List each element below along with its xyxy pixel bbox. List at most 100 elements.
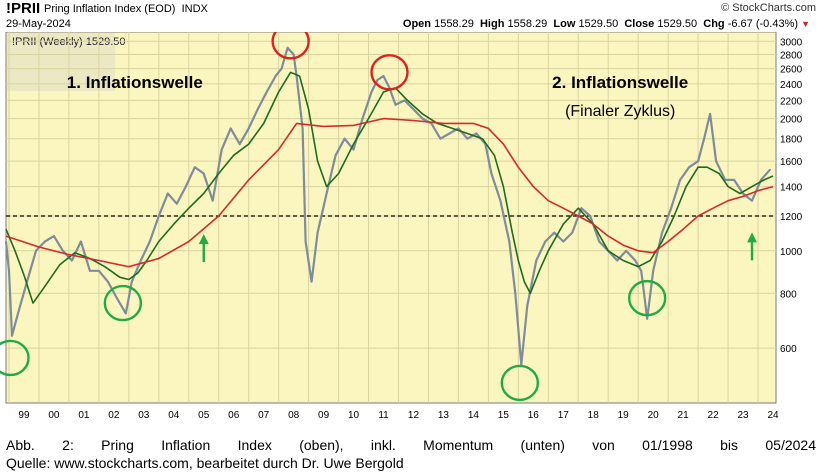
series-0-point: [742, 192, 744, 195]
series-0-point: [139, 259, 142, 262]
chg-value: -6.67 (-0.43%): [727, 18, 799, 30]
x-tick-label: 99: [18, 410, 30, 421]
y-tick-label: 2600: [780, 65, 803, 76]
y-tick-label: 2200: [780, 96, 803, 107]
series-0-point: [403, 99, 406, 102]
series-0-point: [640, 269, 643, 272]
series-0-point: [634, 259, 637, 262]
series-0-point: [280, 67, 283, 70]
series-0-point: [88, 269, 91, 272]
caption-line-2: Quelle: www.stockcharts.com, bearbeitet …: [6, 455, 404, 471]
x-tick-label: 11: [378, 410, 389, 421]
series-0-point: [394, 103, 397, 106]
highlight-circle: [370, 54, 409, 91]
y-tick-label: 1200: [780, 212, 803, 223]
series-0-point: [490, 172, 493, 175]
series-0-point: [361, 117, 364, 120]
y-tick-label: 2000: [780, 115, 803, 126]
series-0-point: [44, 240, 46, 243]
high-label: High: [479, 18, 505, 30]
highlight-circle: [500, 364, 540, 402]
series-0-point: [343, 137, 346, 140]
series-0-point: [769, 168, 771, 171]
x-tick-label: 20: [648, 410, 660, 421]
x-tick-label: 23: [737, 410, 749, 421]
high-value: 1558.29: [507, 18, 548, 30]
series-0-point: [35, 249, 37, 252]
series-0-point: [661, 231, 664, 234]
series-0-point: [421, 117, 424, 120]
chart-header: !PRII Pring Inflation Index (EOD) INDX 2…: [0, 0, 822, 32]
series-0-point: [571, 231, 574, 234]
series-0-point: [652, 269, 655, 272]
index-name: Pring Inflation Index (EOD): [44, 3, 176, 15]
close-value: 1529.50: [657, 18, 698, 30]
series-0-point: [80, 240, 82, 243]
series-0-point: [352, 148, 355, 151]
annotation-text: (Finaler Zyklus): [565, 103, 675, 120]
series-0-point: [751, 199, 753, 202]
header-name-line: Pring Inflation Index (EOD) INDX: [44, 3, 208, 15]
series-0-point: [508, 240, 511, 243]
series-line-2: [5, 117, 774, 268]
series-0-point: [8, 269, 10, 272]
price-chart: !PRII (Weekly) 1529.50600800100012001400…: [0, 32, 803, 421]
series-0-point: [439, 137, 442, 140]
series-0-point: [562, 240, 565, 243]
open-value: 1558.29: [434, 18, 474, 30]
x-tick-label: 19: [618, 410, 630, 421]
series-0-point: [304, 240, 307, 243]
series-0-point: [697, 160, 700, 163]
highlight-circle: [627, 279, 667, 317]
down-triangle-icon: ▼: [801, 19, 810, 29]
series-0-point: [274, 75, 277, 77]
series-0-point: [265, 91, 268, 93]
series-0-point: [535, 259, 538, 262]
series-0-point: [292, 53, 295, 56]
x-tick-label: 01: [78, 410, 90, 421]
highlight-circle: [0, 339, 30, 377]
arrow-head: [198, 234, 209, 245]
x-tick-label: 02: [108, 410, 120, 421]
x-tick-label: 07: [258, 410, 270, 421]
x-tick-label: 03: [138, 410, 150, 421]
x-tick-label: 17: [558, 410, 570, 421]
series-0-point: [598, 240, 601, 243]
series-0-point: [238, 143, 241, 145]
annotation-text: 2. Inflationswelle: [552, 73, 688, 92]
highlight-circle: [103, 284, 143, 322]
x-tick-label: 15: [498, 410, 510, 421]
series-0-point: [17, 312, 19, 315]
low-label: Low: [553, 18, 576, 30]
series-0-point: [703, 137, 705, 140]
series-0-point: [229, 127, 232, 130]
x-tick-label: 22: [708, 410, 720, 421]
brand-watermark: © StockCharts.com: [721, 2, 816, 14]
series-0-point: [760, 179, 762, 181]
series-0-point: [499, 199, 502, 202]
series-0-point: [334, 154, 337, 157]
series-0-point: [130, 280, 133, 283]
x-tick-label: 13: [438, 410, 450, 421]
series-0-point: [175, 202, 178, 205]
y-tick-label: 1800: [780, 135, 803, 146]
series-0-point: [53, 235, 55, 237]
x-tick-label: 10: [348, 410, 360, 421]
series-0-point: [211, 199, 214, 202]
x-tick-label: 14: [468, 410, 480, 421]
x-tick-label: 00: [48, 410, 60, 421]
x-tick-label: 21: [678, 410, 690, 421]
series-0-point: [580, 207, 583, 210]
series-0-point: [148, 240, 151, 243]
series-0-point: [514, 292, 517, 295]
series-0-point: [62, 249, 64, 252]
y-tick-label: 2400: [780, 80, 803, 91]
x-tick-label: 06: [228, 410, 240, 421]
series-0-point: [97, 269, 100, 272]
y-tick-label: 1000: [780, 247, 803, 258]
chart-date: 29-May-2024: [6, 18, 71, 30]
x-tick-label: 16: [528, 410, 540, 421]
x-tick-label: 24: [767, 410, 779, 421]
series-0-point: [709, 112, 711, 115]
series-0-point: [301, 127, 304, 130]
